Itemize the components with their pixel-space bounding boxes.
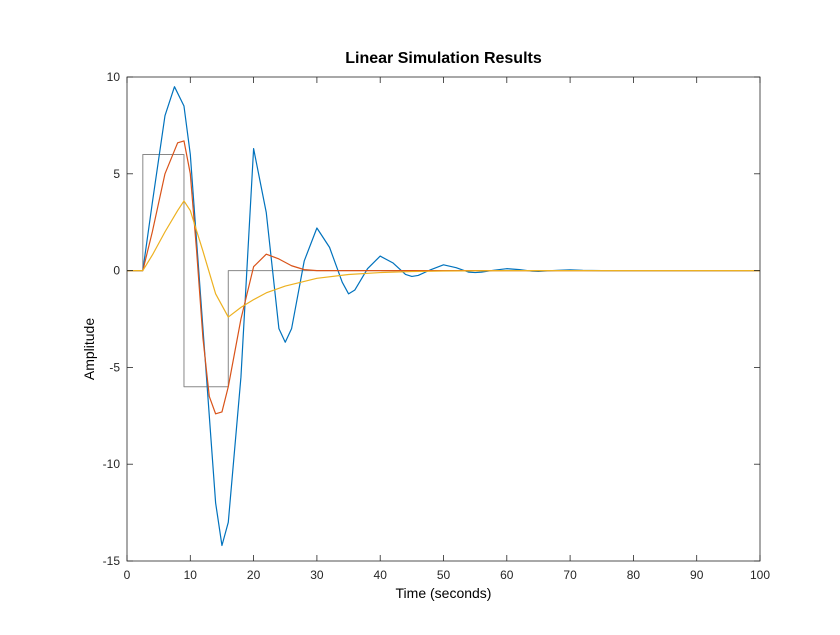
chart-title: Linear Simulation Results bbox=[345, 50, 542, 67]
x-tick-label: 40 bbox=[374, 568, 388, 582]
x-axis-label: Time (seconds) bbox=[396, 585, 492, 601]
x-tick-label: 70 bbox=[563, 568, 577, 582]
x-tick-label: 0 bbox=[124, 568, 131, 582]
series-line-3 bbox=[127, 140, 760, 415]
x-axis: 0 10 20 30 40 50 60 70 80 90 100 bbox=[124, 77, 770, 582]
y-axis-label: Amplitude bbox=[81, 318, 97, 380]
x-tick-label: 100 bbox=[750, 568, 770, 582]
y-tick-label: 5 bbox=[113, 167, 120, 181]
x-tick-label: 80 bbox=[627, 568, 641, 582]
series-line-1 bbox=[127, 153, 760, 388]
x-tick-label: 90 bbox=[690, 568, 704, 582]
y-tick-label: -5 bbox=[109, 360, 120, 374]
series-line-4 bbox=[127, 200, 760, 318]
x-tick-label: 50 bbox=[437, 568, 451, 582]
y-tick-label: -10 bbox=[103, 457, 121, 471]
x-tick-label: 10 bbox=[184, 568, 198, 582]
y-tick-label: 10 bbox=[107, 70, 121, 84]
y-axis: 10 5 0 -5 -10 -15 bbox=[103, 70, 760, 568]
y-tick-label: -15 bbox=[103, 554, 121, 568]
plot-area bbox=[127, 77, 760, 561]
x-tick-label: 60 bbox=[500, 568, 514, 582]
x-tick-label: 20 bbox=[247, 568, 261, 582]
x-tick-label: 30 bbox=[310, 568, 324, 582]
series-layer bbox=[127, 86, 760, 547]
y-tick-label: 0 bbox=[113, 264, 120, 278]
series-line-2 bbox=[127, 86, 760, 547]
